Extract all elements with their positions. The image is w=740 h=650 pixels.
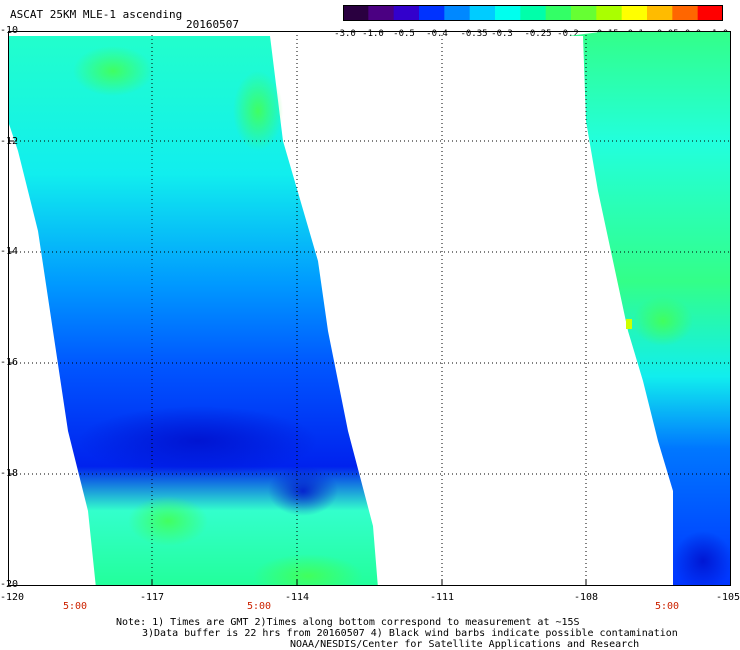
colorbar-swatch [545, 5, 572, 21]
colorbar-swatch [368, 5, 395, 21]
colorbar [343, 5, 723, 21]
colorbar-swatch [596, 5, 623, 21]
right-swath-yellow-pixel [626, 319, 632, 329]
colorbar-swatch [444, 5, 471, 21]
left-swath-green-patch [73, 46, 153, 96]
left-swath-deep-blue-patch [268, 466, 338, 516]
colorbar-label: -0.35 [460, 29, 488, 39]
colorbar-swatch [621, 5, 648, 21]
lat-label: -20 [0, 579, 18, 590]
lat-label: -10 [0, 25, 18, 36]
right-swath-deep-blue-patch [673, 531, 731, 586]
colorbar-swatch [697, 5, 723, 21]
colorbar-swatch [571, 5, 597, 21]
colorbar-label: -1.0 [362, 29, 384, 39]
lon-label: -105 [715, 592, 740, 603]
product-title: ASCAT 25KM MLE-1 ascending [10, 8, 183, 21]
colorbar-swatch [469, 5, 496, 21]
note-line-3: NOAA/NESDIS/Center for Satellite Applica… [290, 639, 640, 650]
colorbar-label: -0.3 [491, 29, 513, 39]
product-date: 20160507 [186, 18, 239, 31]
colorbar-label: -0.25 [524, 29, 552, 39]
colorbar-swatch [520, 5, 547, 21]
note-line-2: 3)Data buffer is 22 hrs from 20160507 4)… [142, 628, 678, 639]
lat-label: -16 [0, 357, 18, 368]
map-plot [8, 31, 731, 586]
colorbar-swatch [343, 5, 369, 21]
colorbar-border [343, 5, 723, 21]
colorbar-swatch [393, 5, 420, 21]
time-label: 5:00 [62, 601, 88, 612]
colorbar-swatch [647, 5, 673, 21]
left-swath-green-patch [233, 71, 283, 151]
lat-lon-grid [8, 31, 731, 586]
colorbar-swatch [672, 5, 699, 21]
lon-label: -120 [0, 592, 25, 603]
lat-label: -12 [0, 136, 18, 147]
colorbar-label: -3.0 [334, 29, 356, 39]
colorbar-label: -0.2 [557, 29, 579, 39]
lon-label: -108 [573, 592, 599, 603]
colorbar-swatch [419, 5, 445, 21]
colorbar-label: -0.4 [426, 29, 448, 39]
lon-label: -114 [284, 592, 310, 603]
map-frame [8, 31, 731, 586]
right-swath-green-patch [633, 296, 693, 346]
colorbar-swatch [495, 5, 521, 21]
left-swath-green-patch [253, 554, 363, 586]
colorbar-label: -0.5 [393, 29, 415, 39]
time-label: 5:00 [654, 601, 680, 612]
lon-label: -117 [139, 592, 165, 603]
note-line-1: Note: 1) Times are GMT 2)Times along bot… [116, 617, 580, 628]
lat-label: -14 [0, 246, 18, 257]
time-label: 5:00 [246, 601, 272, 612]
left-swath-deep-blue-patch [78, 406, 318, 476]
left-swath-green-patch [128, 496, 208, 546]
lat-label: -18 [0, 468, 18, 479]
lon-label: -111 [429, 592, 455, 603]
